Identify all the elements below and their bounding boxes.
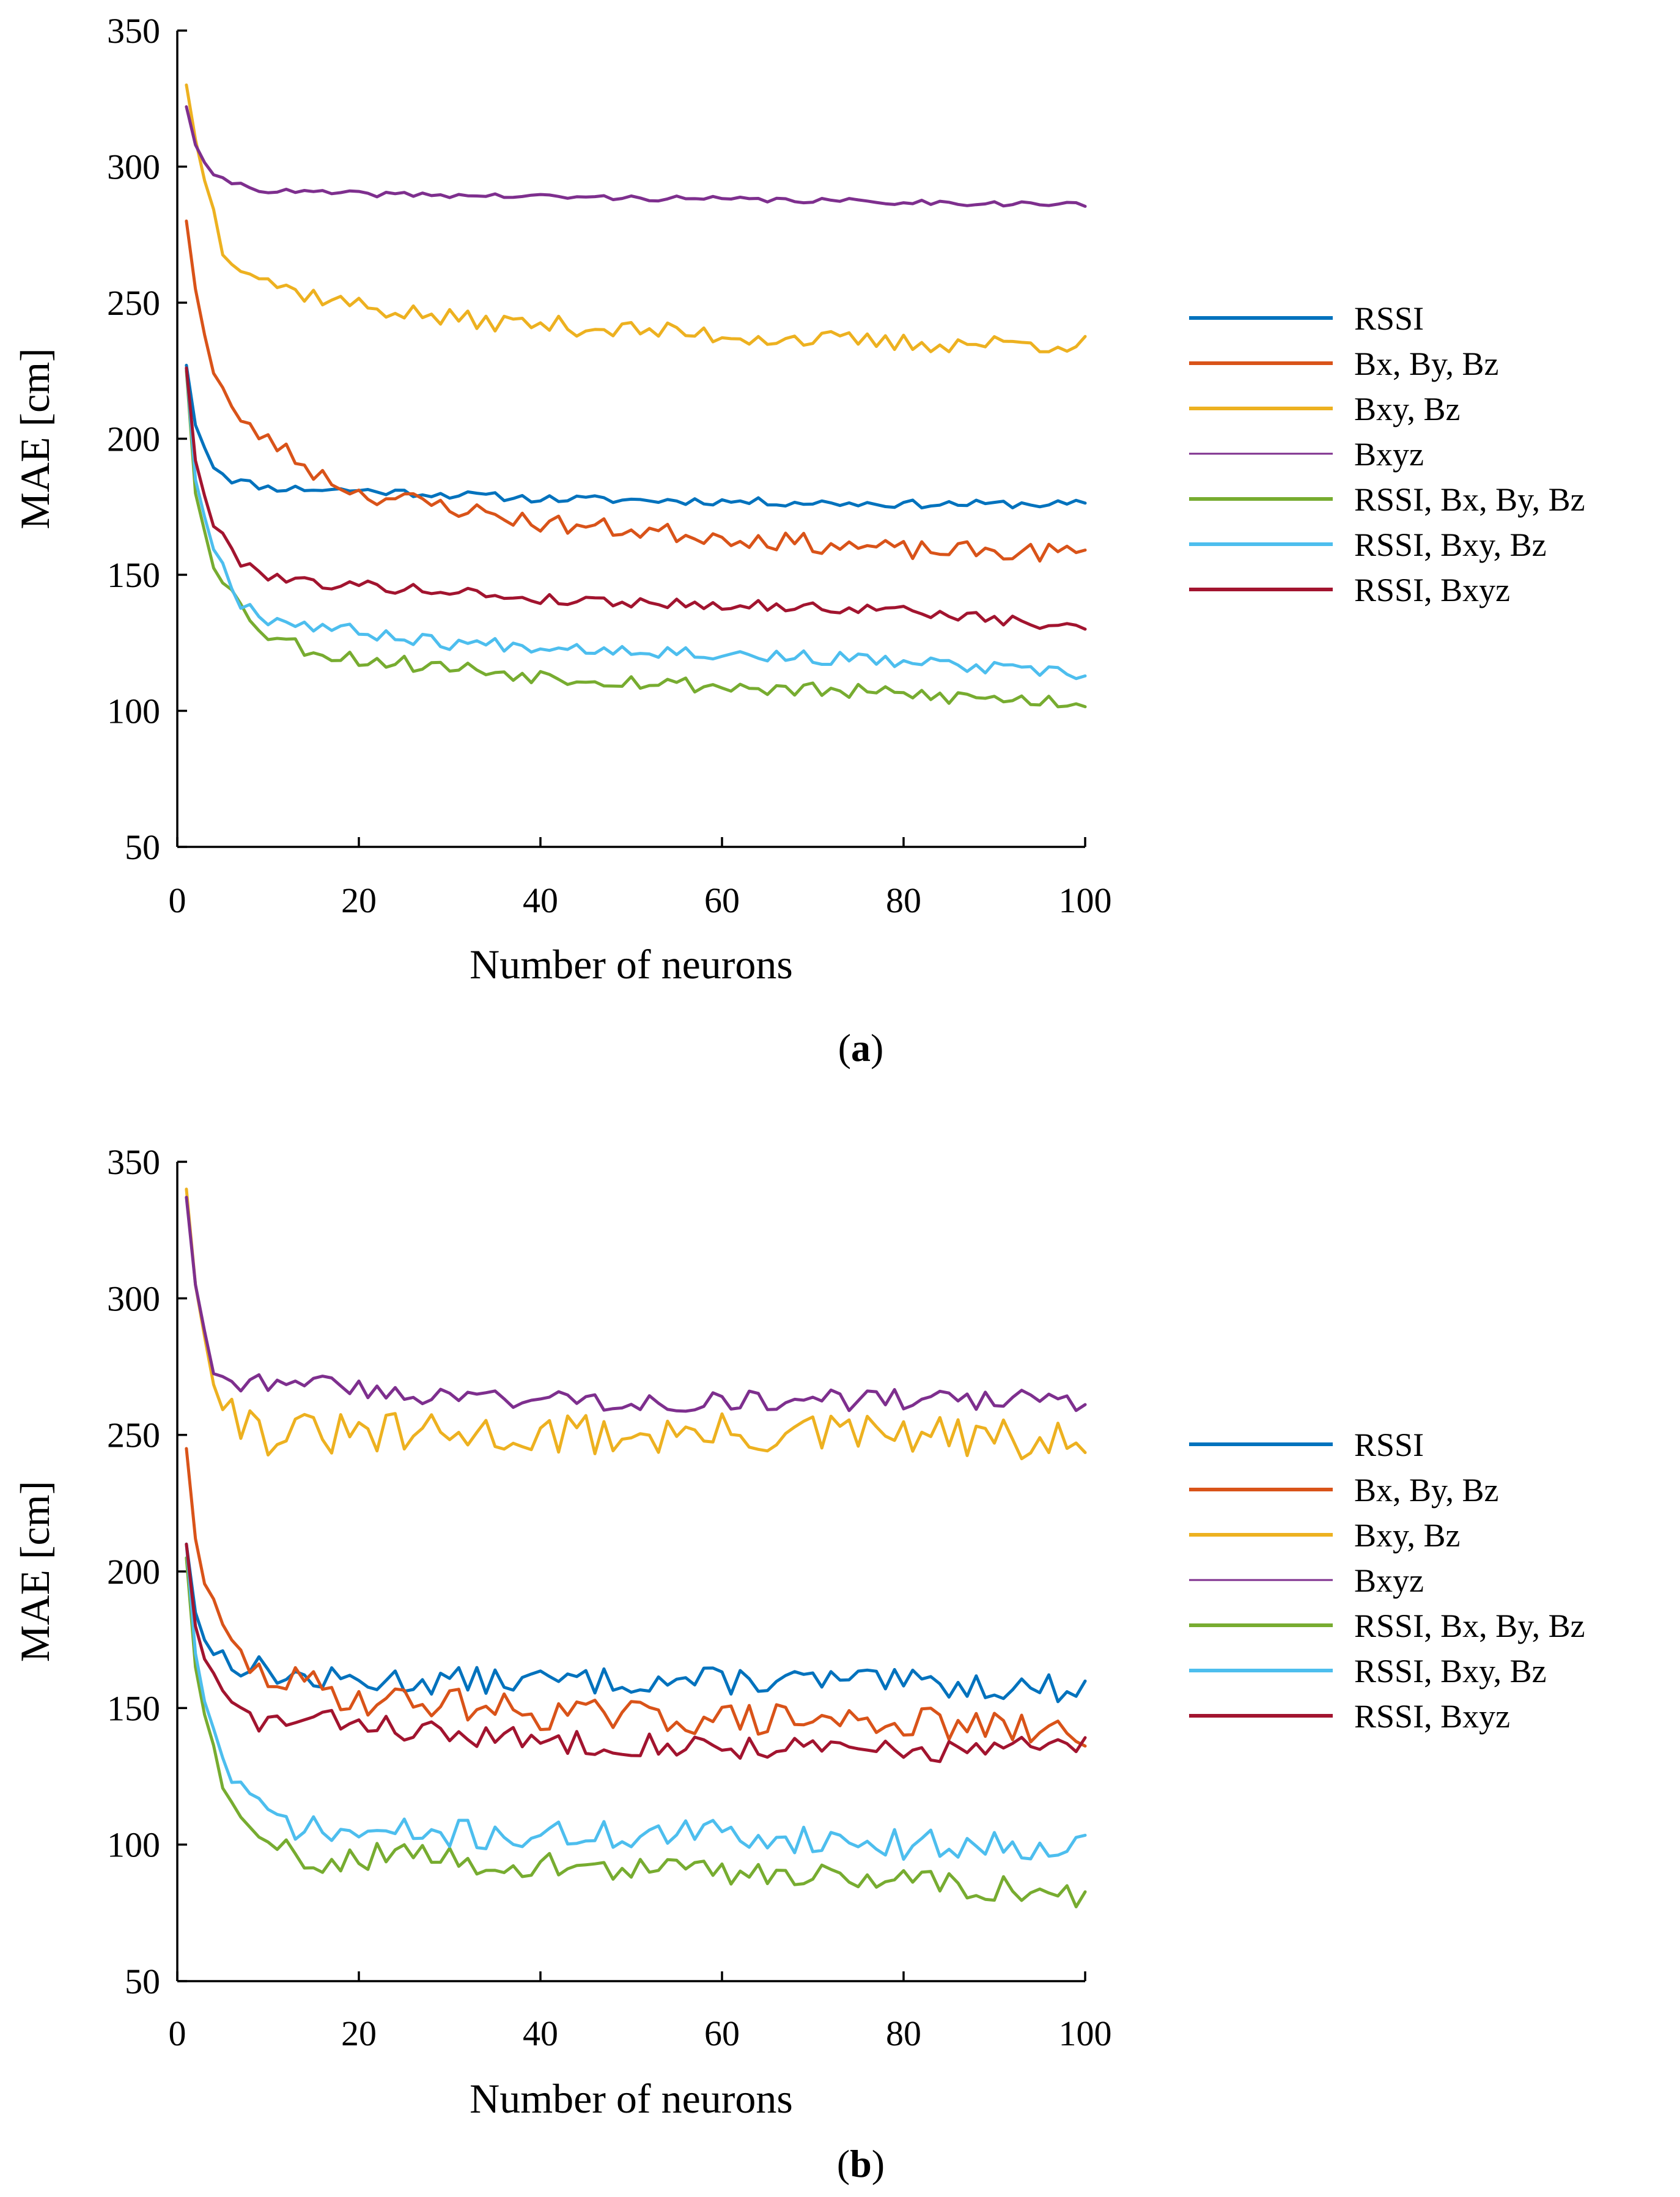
x-tick-label: 60 <box>704 2014 740 2053</box>
panel-caption: (b) <box>837 2142 885 2185</box>
x-tick-label: 0 <box>169 2014 186 2053</box>
series-line-rssi-bxyz <box>185 1542 1087 1763</box>
legend-label: Bxyz <box>1354 436 1424 473</box>
series-line-bxyz <box>185 105 1087 208</box>
x-tick-label: 80 <box>886 2014 921 2053</box>
y-tick-label: 250 <box>107 283 160 323</box>
y-tick-label: 100 <box>107 692 160 731</box>
legend: RSSI Bx, By, Bz Bxy, Bz Bxyz RSSI, Bx, By, B… <box>1189 300 1585 608</box>
legend-label: RSSI <box>1354 300 1424 337</box>
series-line-rssi <box>185 1542 1087 1704</box>
series-line-bxy-bz <box>185 1187 1087 1461</box>
y-tick-label: 150 <box>107 555 160 595</box>
legend-label: RSSI, Bxy, Bz <box>1354 1653 1547 1689</box>
series-line-rssi-bxyz <box>185 366 1087 631</box>
legend-label: Bxy, Bz <box>1354 1517 1461 1554</box>
y-tick-label: 50 <box>125 1962 160 2001</box>
y-tick-label: 300 <box>107 1279 160 1318</box>
legend-label: RSSI, Bx, By, Bz <box>1354 481 1585 518</box>
series-line-bxy-bz <box>185 83 1087 353</box>
x-tick-label: 60 <box>704 881 740 920</box>
panel-caption-letter: b <box>850 2142 872 2185</box>
legend-label: Bxy, Bz <box>1354 391 1461 427</box>
series-line-bx-by-bz <box>185 220 1087 563</box>
legend-label: RSSI, Bxy, Bz <box>1354 526 1547 563</box>
x-tick-label: 40 <box>523 2014 558 2053</box>
legend-label: RSSI, Bx, By, Bz <box>1354 1608 1585 1644</box>
y-tick-label: 150 <box>107 1688 160 1728</box>
x-tick-label: 20 <box>341 881 377 920</box>
series-line-rssi-bx-by-bz <box>185 369 1087 709</box>
legend-label: Bx, By, Bz <box>1354 1472 1499 1508</box>
series-line-bx-by-bz <box>185 1447 1087 1748</box>
x-tick-label: 100 <box>1059 881 1112 920</box>
legend-label: RSSI, Bxyz <box>1354 1698 1510 1735</box>
y-tick-label: 100 <box>107 1825 160 1865</box>
series-line-rssi <box>185 363 1087 510</box>
series-line-bxyz <box>185 1195 1087 1413</box>
y-tick-label: 200 <box>107 1552 160 1592</box>
y-tick-label: 50 <box>125 827 160 867</box>
y-axis-title: MAE [cm] <box>12 348 58 529</box>
series-line-rssi-bxy-bz <box>185 366 1087 681</box>
x-tick-label: 80 <box>886 881 921 920</box>
legend-label: RSSI <box>1354 1427 1424 1463</box>
x-tick-label: 0 <box>169 881 186 920</box>
panel-caption: (a) <box>838 1026 884 1069</box>
legend-label: RSSI, Bxyz <box>1354 572 1510 608</box>
legend-label: Bx, By, Bz <box>1354 345 1499 382</box>
y-tick-label: 250 <box>107 1416 160 1455</box>
panel-caption-letter: a <box>851 1026 871 1069</box>
x-tick-label: 40 <box>523 881 558 920</box>
y-axis-title: MAE [cm] <box>12 1481 58 1662</box>
y-tick-label: 300 <box>107 147 160 187</box>
x-tick-label: 20 <box>341 2014 377 2053</box>
series-line-rssi-bxy-bz <box>185 1542 1087 1861</box>
y-tick-label: 200 <box>107 419 160 459</box>
x-axis-title: Number of neurons <box>470 2075 793 2122</box>
panel-b: 50 100 150 200 250 300 350 0 20 40 60 80 100 Number o… <box>12 1142 1585 2185</box>
x-axis-title: Number of neurons <box>470 941 793 988</box>
legend-label: Bxyz <box>1354 1562 1424 1599</box>
legend: RSSI Bx, By, Bz Bxy, Bz Bxyz RSSI, Bx, By, B… <box>1189 1427 1585 1735</box>
panel-a: 50 100 150 200 250 300 350 0 20 40 60 80 100 Number o… <box>12 11 1585 1069</box>
series-line-rssi-bx-by-bz <box>185 1556 1087 1908</box>
y-tick-label: 350 <box>107 1142 160 1182</box>
y-tick-label: 350 <box>107 11 160 51</box>
x-tick-label: 100 <box>1059 2014 1112 2053</box>
